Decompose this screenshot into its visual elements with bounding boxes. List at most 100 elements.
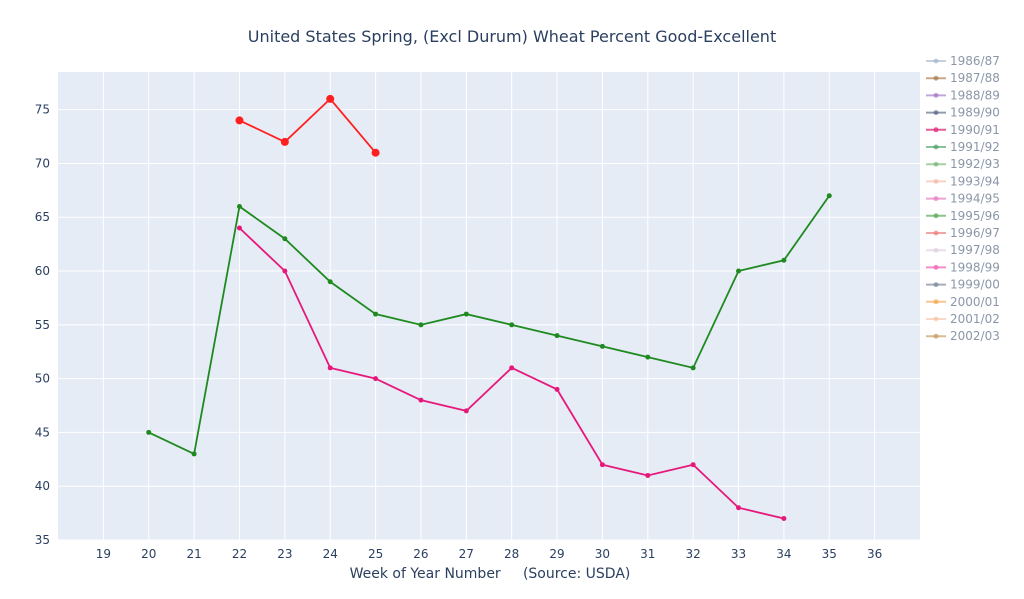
data-point[interactable]: [418, 397, 424, 403]
x-tick-label: 19: [96, 547, 111, 561]
legend-item[interactable]: 1995/96: [926, 209, 1000, 223]
legend-label: 1995/96: [950, 209, 1000, 223]
legend-label: 1996/97: [950, 226, 1000, 240]
data-point[interactable]: [463, 408, 469, 414]
x-tick-label: 26: [413, 547, 428, 561]
x-tick-label: 28: [504, 547, 519, 561]
legend-marker: [933, 299, 939, 305]
legend[interactable]: 1986/87 1987/88 1988/89 1989/90 1990/91 1991/…: [926, 54, 1000, 343]
data-point[interactable]: [599, 462, 605, 468]
data-point[interactable]: [282, 268, 288, 274]
series-line: [146, 193, 832, 457]
legend-marker: [933, 127, 939, 133]
x-tick-label: 30: [595, 547, 610, 561]
data-point[interactable]: [373, 311, 379, 317]
data-point[interactable]: [645, 472, 651, 478]
data-point[interactable]: [736, 505, 742, 511]
legend-label: 1989/90: [950, 106, 1000, 120]
legend-marker: [933, 196, 939, 202]
series-path: [148, 195, 830, 456]
legend-item[interactable]: 2001/02: [926, 312, 1000, 326]
legend-label: 1997/98: [950, 243, 1000, 257]
x-tick-label: 27: [459, 547, 474, 561]
data-point[interactable]: [282, 236, 288, 242]
x-tick-label: 33: [731, 547, 746, 561]
legend-item[interactable]: 1999/00: [926, 278, 1000, 292]
x-tick-label: 22: [232, 547, 247, 561]
data-point[interactable]: [371, 148, 380, 157]
legend-item[interactable]: 1992/93: [926, 157, 1000, 171]
data-point[interactable]: [781, 257, 787, 263]
legend-label: 1999/00: [950, 278, 1000, 292]
legend-item[interactable]: 1987/88: [926, 71, 1000, 85]
data-point[interactable]: [236, 203, 242, 209]
x-tick-label: 21: [186, 547, 201, 561]
x-tick-label: 20: [141, 547, 156, 561]
legend-marker: [933, 110, 939, 116]
x-tick-label: 35: [822, 547, 837, 561]
axes: 19 20 21 22 23 24 25 26 27 28 29 30 31 32 33 34 35 36 35 40…: [35, 103, 883, 561]
legend-item[interactable]: 1986/87: [926, 54, 1000, 68]
legend-item[interactable]: 1993/94: [926, 174, 1000, 188]
chart-title: United States Spring, (Excl Durum) Wheat…: [248, 27, 776, 46]
legend-marker: [933, 161, 939, 167]
legend-label: 1994/95: [950, 192, 1000, 206]
legend-item[interactable]: 2002/03: [926, 329, 1000, 343]
legend-item[interactable]: 1989/90: [926, 106, 1000, 120]
data-point[interactable]: [690, 365, 696, 371]
legend-item[interactable]: 1988/89: [926, 88, 1000, 102]
data-point[interactable]: [146, 429, 152, 435]
legend-item[interactable]: 1996/97: [926, 226, 1000, 240]
legend-item[interactable]: 1994/95: [926, 192, 1000, 206]
y-tick-label: 45: [35, 425, 50, 439]
legend-item[interactable]: 1990/91: [926, 123, 1000, 137]
x-tick-label: 32: [686, 547, 701, 561]
legend-marker: [933, 333, 939, 339]
legend-marker: [933, 247, 939, 253]
x-tick-label: 36: [867, 547, 882, 561]
data-point[interactable]: [509, 322, 515, 328]
data-point[interactable]: [327, 365, 333, 371]
series-group: [146, 94, 832, 521]
data-point[interactable]: [554, 333, 560, 339]
data-point[interactable]: [554, 386, 560, 392]
y-tick-label: 70: [35, 156, 50, 170]
data-point[interactable]: [690, 462, 696, 468]
legend-label: 2002/03: [950, 329, 1000, 343]
data-point[interactable]: [736, 268, 742, 274]
data-point[interactable]: [418, 322, 424, 328]
data-point[interactable]: [781, 515, 787, 521]
data-point[interactable]: [327, 279, 333, 285]
legend-label: 1991/92: [950, 140, 1000, 154]
data-point[interactable]: [463, 311, 469, 317]
legend-label: 2001/02: [950, 312, 1000, 326]
data-point[interactable]: [826, 193, 832, 199]
data-point[interactable]: [280, 137, 289, 146]
plot-area: [58, 72, 920, 540]
legend-marker: [933, 264, 939, 270]
y-tick-label: 40: [35, 479, 50, 493]
legend-marker: [933, 213, 939, 219]
data-point[interactable]: [326, 94, 335, 103]
data-point[interactable]: [645, 354, 651, 360]
data-point[interactable]: [509, 365, 515, 371]
data-point[interactable]: [599, 343, 605, 349]
data-point[interactable]: [191, 451, 197, 457]
legend-label: 1988/89: [950, 88, 1000, 102]
legend-item[interactable]: 1998/99: [926, 260, 1000, 274]
data-point[interactable]: [235, 116, 244, 125]
series-line: [235, 94, 380, 157]
legend-item[interactable]: 1997/98: [926, 243, 1000, 257]
legend-label: 2000/01: [950, 295, 1000, 309]
legend-item[interactable]: 1991/92: [926, 140, 1000, 154]
legend-item[interactable]: 2000/01: [926, 295, 1000, 309]
legend-marker: [933, 92, 939, 98]
data-point[interactable]: [373, 376, 379, 382]
x-tick-label: 25: [368, 547, 383, 561]
legend-label: 1992/93: [950, 157, 1000, 171]
legend-marker: [933, 282, 939, 288]
legend-marker: [933, 144, 939, 150]
data-point[interactable]: [236, 225, 242, 231]
legend-marker: [933, 178, 939, 184]
legend-marker: [933, 58, 939, 64]
